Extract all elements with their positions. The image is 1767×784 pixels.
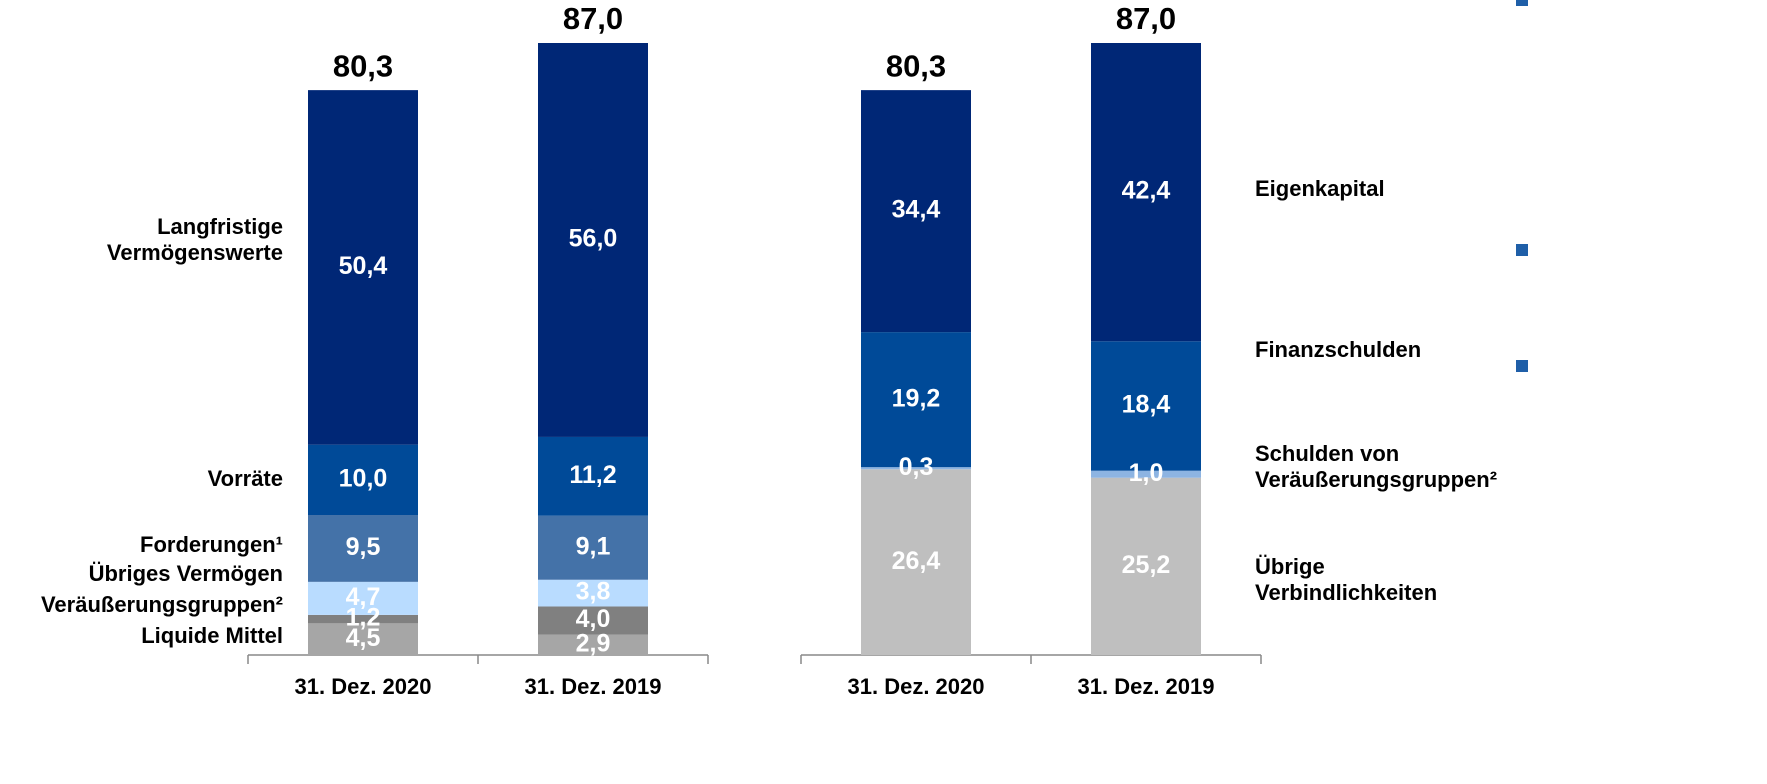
bar-segment [861,467,971,470]
x-tick-label: 31. Dez. 2020 [295,674,432,699]
value-label: 42,4 [1122,177,1171,205]
bar-segment [308,444,418,516]
total-label: 80,3 [886,48,946,83]
bar-segment [538,634,648,655]
value-label: 9,1 [576,532,611,560]
bullet [1516,0,1528,6]
legend-label: Eigenkapital [1255,176,1385,201]
bar-segment [861,469,971,655]
value-label: 4,7 [346,583,381,611]
value-label: 18,4 [1122,391,1171,419]
x-tick-label: 31. Dez. 2019 [1078,674,1215,699]
bar-segment [308,515,418,582]
bar-segment [538,436,648,516]
bar-segment [538,43,648,437]
legend-label: Übrige Verbindlichkeiten [1255,554,1437,605]
bullet [1516,360,1528,372]
bar-segment [308,623,418,655]
value-label: 56,0 [569,225,618,253]
bar-segment [861,332,971,468]
value-label: 4,5 [346,624,381,652]
legend-label: Liquide Mittel [141,623,283,648]
legend-label: Langfristige Vermögenswerte [107,214,283,265]
x-tick-label: 31. Dez. 2020 [848,674,985,699]
value-label: 1,2 [346,604,381,632]
value-label: 26,4 [892,547,941,575]
bar-segment [1091,43,1201,342]
bar-segment [861,90,971,333]
legend-label: Forderungen¹ [140,532,283,557]
total-label: 87,0 [1116,1,1176,36]
x-tick-label: 31. Dez. 2019 [525,674,662,699]
bar-segment [1091,477,1201,655]
value-label: 2,9 [576,629,611,657]
legend-label: Übriges Vermögen [89,561,283,586]
legend-label: Schulden von Veräußerungsgruppen² [1255,441,1497,492]
bar-segment [1091,341,1201,471]
bar-segment [308,581,418,615]
bar-segment [538,579,648,607]
value-label: 11,2 [569,461,616,489]
value-label: 50,4 [339,252,388,280]
total-label: 80,3 [333,48,393,83]
legend-label: Finanzschulden [1255,337,1421,362]
value-label: 4,0 [576,605,611,633]
value-label: 19,2 [892,384,941,412]
total-label: 87,0 [563,1,623,36]
value-label: 34,4 [892,196,941,224]
value-label: 0,3 [899,453,934,481]
bar-segment [538,515,648,580]
bar-segment [308,614,418,624]
legend-label: Vorräte [208,466,283,491]
value-label: 1,0 [1129,459,1164,487]
bullet [1516,244,1528,256]
legend-label: Veräußerungsgruppen² [41,592,283,617]
value-label: 25,2 [1122,551,1171,579]
value-label: 9,5 [346,533,381,561]
value-label: 10,0 [339,464,388,492]
value-label: 3,8 [576,578,611,606]
bar-segment [1091,470,1201,478]
bar-segment [538,606,648,635]
bar-segment [308,90,418,445]
